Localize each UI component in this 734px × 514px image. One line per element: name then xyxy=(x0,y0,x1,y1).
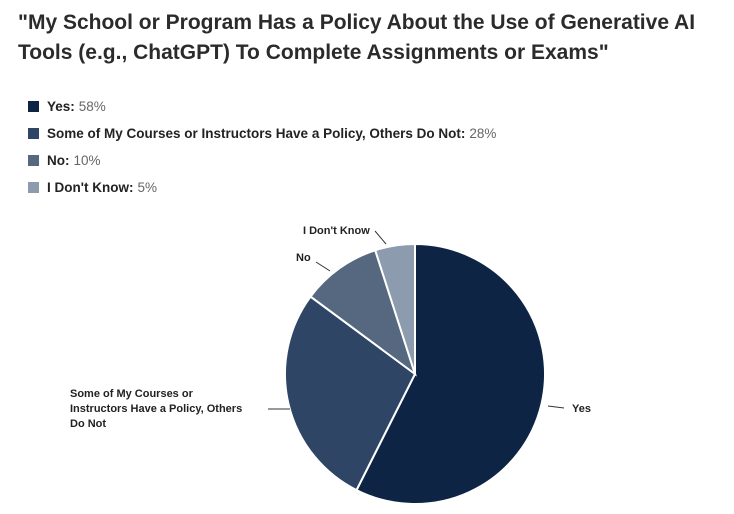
legend-item-no: No: 10% xyxy=(28,147,496,174)
legend-value-some: 28% xyxy=(469,126,497,141)
pie-slice-no xyxy=(309,248,417,377)
legend-label-no: No: xyxy=(47,153,70,168)
legend-swatch-no xyxy=(28,155,39,166)
pie-slice-some xyxy=(284,295,417,492)
slice-label-dont-know: I Don't Know xyxy=(303,225,370,237)
legend: Yes: 58% Some of My Courses or Instructo… xyxy=(28,93,496,201)
slice-label-yes: Yes xyxy=(572,403,591,415)
legend-label-dont-know: I Don't Know: xyxy=(47,180,134,195)
legend-item-some: Some of My Courses or Instructors Have a… xyxy=(28,120,496,147)
legend-swatch-yes xyxy=(28,101,39,112)
legend-swatch-dont-know xyxy=(28,182,39,193)
leader-line-yes xyxy=(547,405,565,409)
chart-title-line-1: "My School or Program Has a Policy About… xyxy=(18,11,696,34)
leader-line-no xyxy=(315,261,331,272)
legend-swatch-some xyxy=(28,128,39,139)
slice-label-some: Some of My Courses or Instructors Have a … xyxy=(70,388,242,430)
legend-label-some: Some of My Courses or Instructors Have a… xyxy=(47,126,466,141)
legend-label-yes: Yes: xyxy=(47,99,75,114)
legend-value-no: 10% xyxy=(73,153,101,168)
pie-slice-dont-know xyxy=(373,242,416,375)
legend-value-yes: 58% xyxy=(78,99,106,114)
leader-line-dont-know xyxy=(374,230,387,245)
pie-slice-yes xyxy=(355,242,546,505)
legend-item-yes: Yes: 58% xyxy=(28,93,496,120)
chart-title-line-2: Tools (e.g., ChatGPT) To Complete Assign… xyxy=(18,41,609,64)
legend-item-dont-know: I Don't Know: 5% xyxy=(28,174,496,201)
slice-label-no: No xyxy=(296,252,311,264)
legend-value-dont-know: 5% xyxy=(137,180,157,195)
chart-title: "My School or Program Has a Policy About… xyxy=(18,8,728,68)
